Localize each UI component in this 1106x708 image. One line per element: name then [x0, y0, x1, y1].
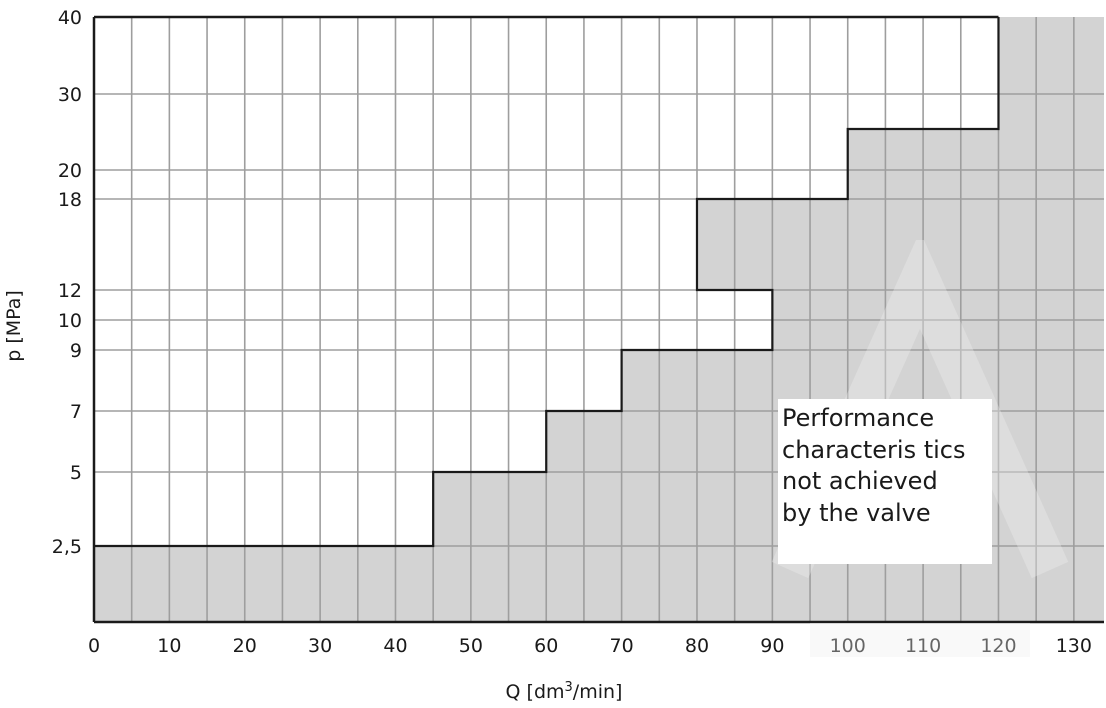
x-tick-label: 10 [157, 635, 181, 657]
x-tick-label: 110 [905, 635, 941, 657]
x-tick-label: 20 [233, 635, 257, 657]
y-tick-label: 5 [70, 462, 82, 484]
y-tick-label: 2,5 [52, 536, 82, 558]
x-tick-label: 130 [1056, 635, 1092, 657]
annotation-line: Performance [782, 404, 935, 432]
y-axis-label: p [MPa] [3, 290, 25, 362]
y-tick-label: 18 [58, 189, 82, 211]
annotation-line: characteris tics [782, 435, 966, 464]
x-tick-label: 60 [534, 635, 558, 657]
y-tick-label: 9 [70, 340, 82, 362]
x-axis-label: Q [dm3/min] [506, 680, 623, 704]
x-tick-label: 50 [459, 635, 483, 657]
boundary-line [94, 17, 1000, 548]
x-tick-label: 90 [760, 635, 784, 657]
annotation-line: by the valve [782, 498, 931, 527]
frame [92, 15, 1104, 624]
x-tick-label: 100 [830, 635, 866, 657]
y-tick-label: 20 [58, 160, 82, 182]
x-tick-label: 80 [685, 635, 709, 657]
x-tick-label: 70 [610, 635, 634, 657]
grid [94, 17, 1104, 622]
boundary [94, 17, 1000, 548]
y-tick-label: 10 [58, 310, 82, 332]
x-tick-label: 30 [308, 635, 332, 657]
y-tick-label: 12 [58, 280, 82, 302]
x-tick-label: 120 [980, 635, 1016, 657]
y-tick-labels: 2,5 5 7 9 10 12 18 20 30 40 [52, 7, 82, 558]
x-tick-labels: 0 10 20 30 40 50 60 70 80 90 100 110 120 130 [88, 635, 1092, 657]
x-tick-label: 0 [88, 635, 100, 657]
y-tick-label: 30 [58, 84, 82, 106]
annotation-not-achieved: Performance characteris tics not achieve… [778, 399, 992, 564]
x-tick-label: 40 [383, 635, 407, 657]
y-tick-label: 7 [70, 401, 82, 423]
y-tick-label: 40 [58, 7, 82, 29]
annotation-line: not achieved [782, 467, 938, 495]
